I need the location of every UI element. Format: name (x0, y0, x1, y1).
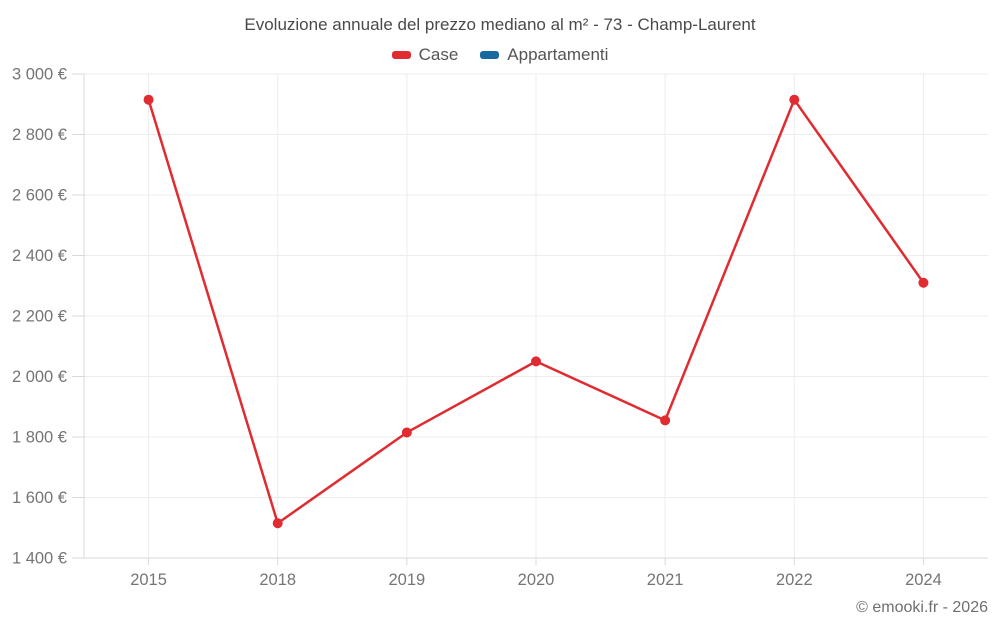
x-tick-label: 2020 (518, 571, 555, 589)
x-tick-label: 2019 (388, 571, 425, 589)
y-tick-label: 1 600 € (12, 489, 67, 507)
gridlines (84, 73, 988, 559)
x-tick-label: 2021 (647, 571, 684, 589)
data-point[interactable] (918, 277, 929, 288)
legend: Case Appartamenti (0, 45, 1000, 65)
legend-label-case: Case (418, 45, 459, 64)
y-tick-label: 2 600 € (12, 187, 67, 205)
legend-label-appartamenti: Appartamenti (507, 45, 609, 64)
data-point[interactable] (531, 356, 541, 367)
legend-item-case[interactable]: Case (391, 45, 459, 65)
x-tick-label: 2022 (776, 571, 813, 589)
data-point[interactable] (143, 94, 154, 105)
data-point[interactable] (660, 415, 671, 426)
y-tick-label: 2 200 € (12, 308, 67, 326)
y-tick-label: 2 800 € (12, 126, 67, 144)
data-point[interactable] (401, 427, 412, 438)
y-tick-label: 2 000 € (12, 368, 67, 386)
axis-labels: 1 400 € 1 600 € 1 800 € 2 000 € 2 200 € 2 400… (12, 66, 942, 590)
chart-title: Evoluzione annuale del prezzo mediano al… (244, 15, 756, 34)
axes (72, 73, 988, 565)
y-tick-label: 1 800 € (12, 429, 67, 447)
x-tick-label: 2018 (259, 571, 296, 589)
copyright: © emooki.fr - 2026 (856, 599, 988, 616)
data-point[interactable] (272, 518, 283, 529)
y-tick-label: 1 400 € (12, 550, 67, 568)
x-tick-label: 2024 (905, 571, 942, 589)
legend-swatch-case (391, 51, 411, 59)
legend-swatch-appartamenti (480, 51, 500, 59)
y-tick-label: 2 400 € (12, 247, 67, 265)
y-tick-label: 3 000 € (12, 66, 67, 84)
legend-item-appartamenti[interactable]: Appartamenti (480, 45, 608, 65)
data-point[interactable] (789, 94, 800, 105)
x-tick-label: 2015 (130, 571, 167, 589)
series-case (143, 94, 929, 529)
